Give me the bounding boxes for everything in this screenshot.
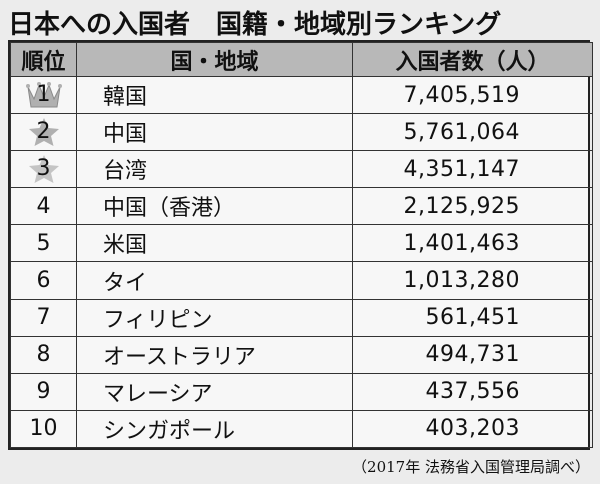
table-row: 8 オーストラリア 494,731 bbox=[10, 335, 593, 374]
rank-number: 2 bbox=[36, 119, 51, 145]
source-note: （2017年 法務省入国管理局調べ） bbox=[352, 458, 590, 476]
country-name: 中国（香港） bbox=[76, 187, 353, 226]
table-row: 4 中国（香港） 2,125,925 bbox=[10, 187, 593, 226]
entrant-count: 2,125,925 bbox=[352, 187, 593, 226]
rank-number: 9 bbox=[10, 372, 77, 411]
table-row: 7 フィリピン 561,451 bbox=[10, 298, 593, 337]
entrant-count: 403,203 bbox=[352, 409, 593, 449]
rank-number: 1 bbox=[36, 82, 51, 108]
rank-number: 8 bbox=[10, 335, 77, 374]
crown-icon bbox=[25, 82, 62, 108]
rank-cell: 2 bbox=[10, 113, 77, 152]
page-title: 日本への入国者 国籍・地域別ランキング bbox=[8, 10, 502, 40]
country-name: マレーシア bbox=[76, 372, 353, 411]
header-count: 入国者数（人） bbox=[352, 42, 593, 77]
table-row: 9 マレーシア 437,556 bbox=[10, 372, 593, 411]
table-row: 3 台湾 4,351,147 bbox=[10, 150, 593, 189]
header-rank: 順位 bbox=[10, 42, 77, 77]
star-icon bbox=[28, 118, 59, 147]
country-name: 米国 bbox=[76, 224, 353, 263]
header-country: 国・地域 bbox=[76, 42, 353, 77]
entrant-count: 1,013,280 bbox=[352, 261, 593, 300]
rank-number: 3 bbox=[36, 156, 51, 182]
ranking-table: 順位 国・地域 入国者数（人） 1 韓国 bbox=[8, 40, 593, 450]
country-name: フィリピン bbox=[76, 298, 353, 337]
entrant-count: 561,451 bbox=[352, 298, 593, 337]
country-name: タイ bbox=[76, 261, 353, 300]
entrant-count: 5,761,064 bbox=[352, 113, 593, 152]
table-row: 5 米国 1,401,463 bbox=[10, 224, 593, 263]
entrant-count: 437,556 bbox=[352, 372, 593, 411]
country-name: 台湾 bbox=[76, 150, 353, 189]
country-name: 韓国 bbox=[76, 75, 353, 115]
entrant-count: 7,405,519 bbox=[352, 75, 593, 115]
table-row: 10 シンガポール 403,203 bbox=[10, 409, 593, 449]
entrant-count: 4,351,147 bbox=[352, 150, 593, 189]
country-name: オーストラリア bbox=[76, 335, 353, 374]
entrant-count: 494,731 bbox=[352, 335, 593, 374]
rank-number: 6 bbox=[10, 261, 77, 300]
entrant-count: 1,401,463 bbox=[352, 224, 593, 263]
rank-number: 5 bbox=[10, 224, 77, 263]
star-icon bbox=[28, 155, 59, 184]
rank-number: 7 bbox=[10, 298, 77, 337]
rank-number: 10 bbox=[10, 409, 77, 449]
table-header-row: 順位 国・地域 入国者数（人） bbox=[10, 42, 593, 77]
country-name: 中国 bbox=[76, 113, 353, 152]
rank-number: 4 bbox=[10, 187, 77, 226]
rank-cell: 3 bbox=[10, 150, 77, 189]
table-row: 6 タイ 1,013,280 bbox=[10, 261, 593, 300]
country-name: シンガポール bbox=[76, 409, 353, 449]
table-row: 2 中国 5,761,064 bbox=[10, 113, 593, 152]
rank-cell: 1 bbox=[10, 75, 77, 115]
table-row: 1 韓国 7,405,519 bbox=[10, 75, 593, 115]
